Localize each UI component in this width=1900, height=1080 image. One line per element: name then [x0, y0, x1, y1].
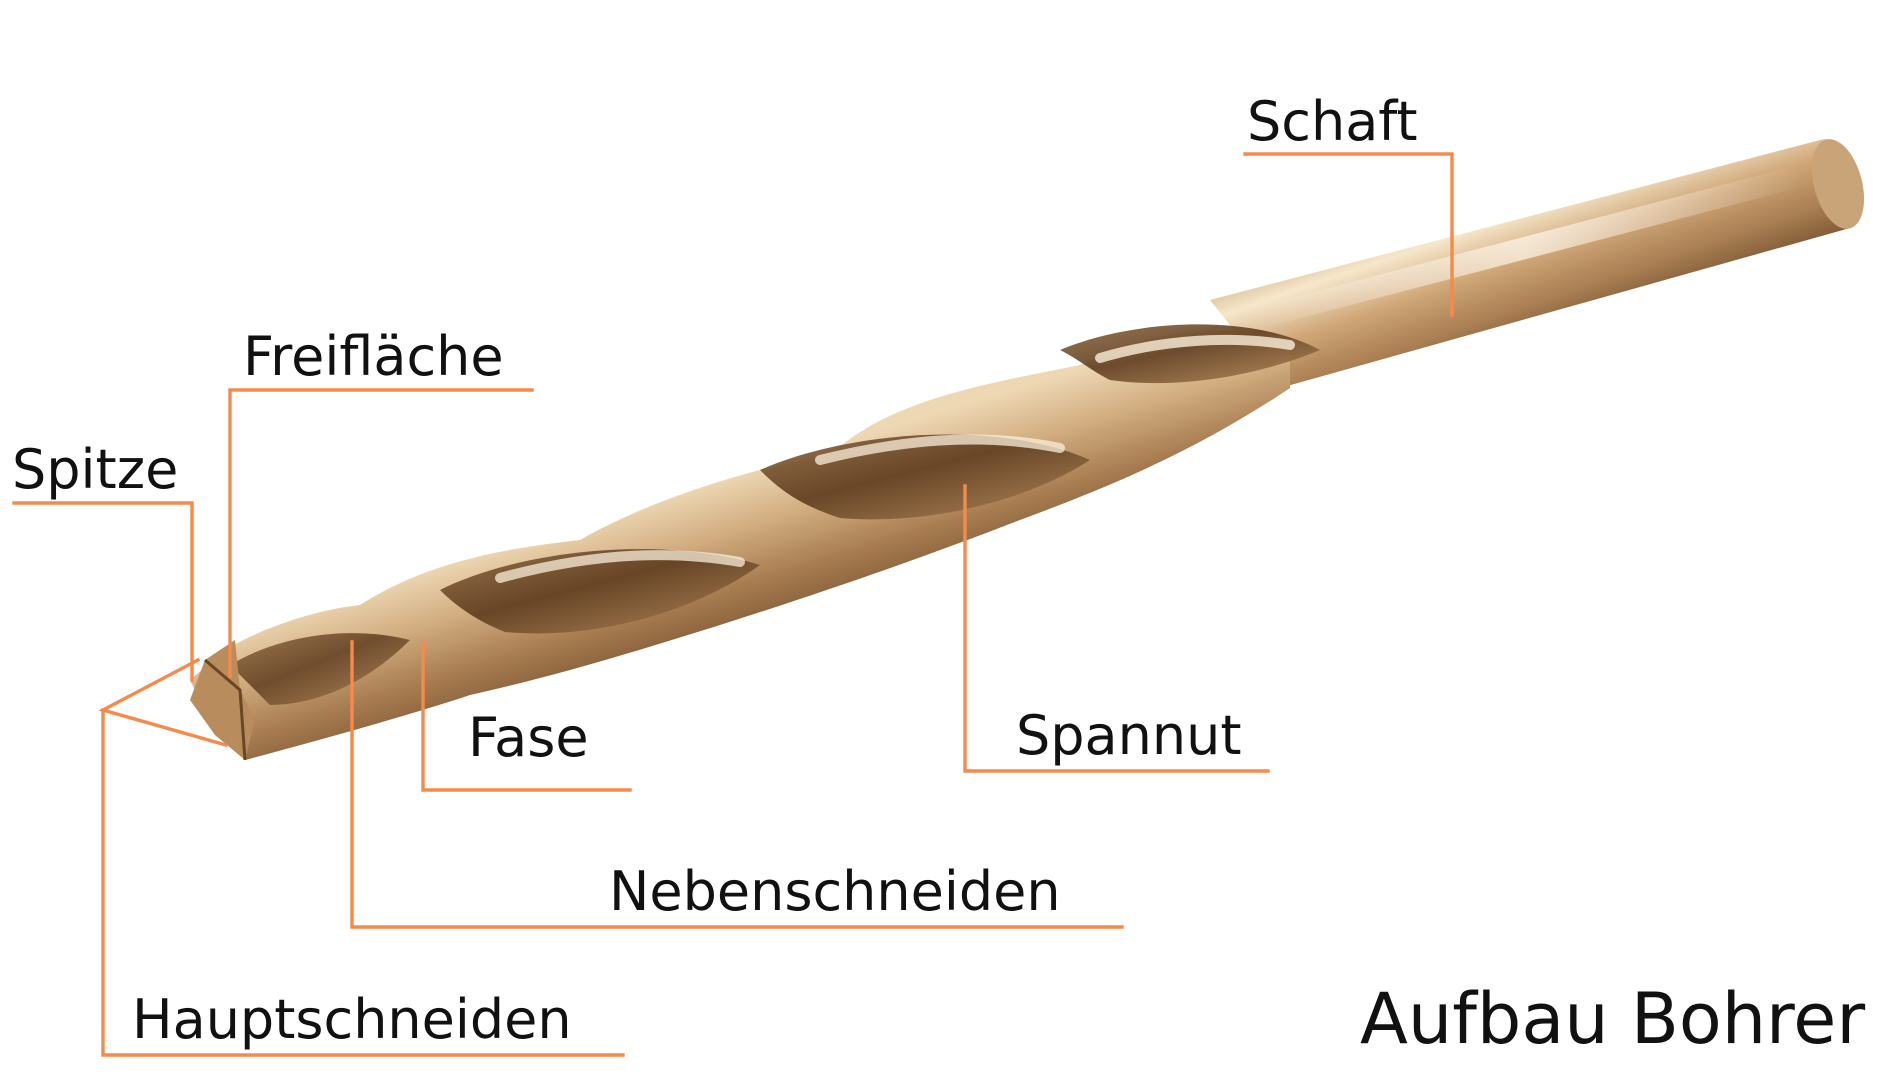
labels: Schaft Freifläche Spitze Fase Spannut Ne…	[12, 90, 1865, 1060]
leader-hauptschneiden-branch	[98, 657, 229, 748]
drill-bit-illustration	[190, 139, 1865, 761]
diagram-title: Aufbau Bohrer	[1360, 978, 1865, 1060]
label-fase: Fase	[468, 706, 589, 769]
land-highlight	[495, 550, 745, 583]
land-highlight	[1239, 165, 1811, 331]
leader-spannut	[963, 484, 1270, 773]
leader-lines	[12, 152, 1454, 1057]
label-hauptschneiden: Hauptschneiden	[132, 988, 572, 1051]
label-nebenschneiden: Nebenschneiden	[609, 860, 1061, 923]
label-schaft: Schaft	[1247, 90, 1418, 153]
leader-nebenschneiden	[350, 640, 1124, 929]
shank-end	[1811, 139, 1865, 229]
flute	[230, 633, 410, 705]
label-spannut: Spannut	[1016, 704, 1242, 767]
label-freiflaeche: Freifläche	[243, 325, 504, 388]
drill-tip-edge	[204, 658, 247, 761]
drill-body	[190, 329, 1290, 760]
leader-spitze	[12, 501, 194, 682]
land-highlight	[815, 434, 1065, 465]
drill-tip	[190, 640, 255, 760]
leader-schaft	[1243, 152, 1454, 317]
leader-hauptschneiden	[101, 708, 625, 1057]
leader-fase	[421, 641, 632, 792]
land-highlight	[1095, 334, 1295, 363]
leader-freiflaeche	[228, 388, 534, 678]
label-spitze: Spitze	[12, 438, 178, 501]
